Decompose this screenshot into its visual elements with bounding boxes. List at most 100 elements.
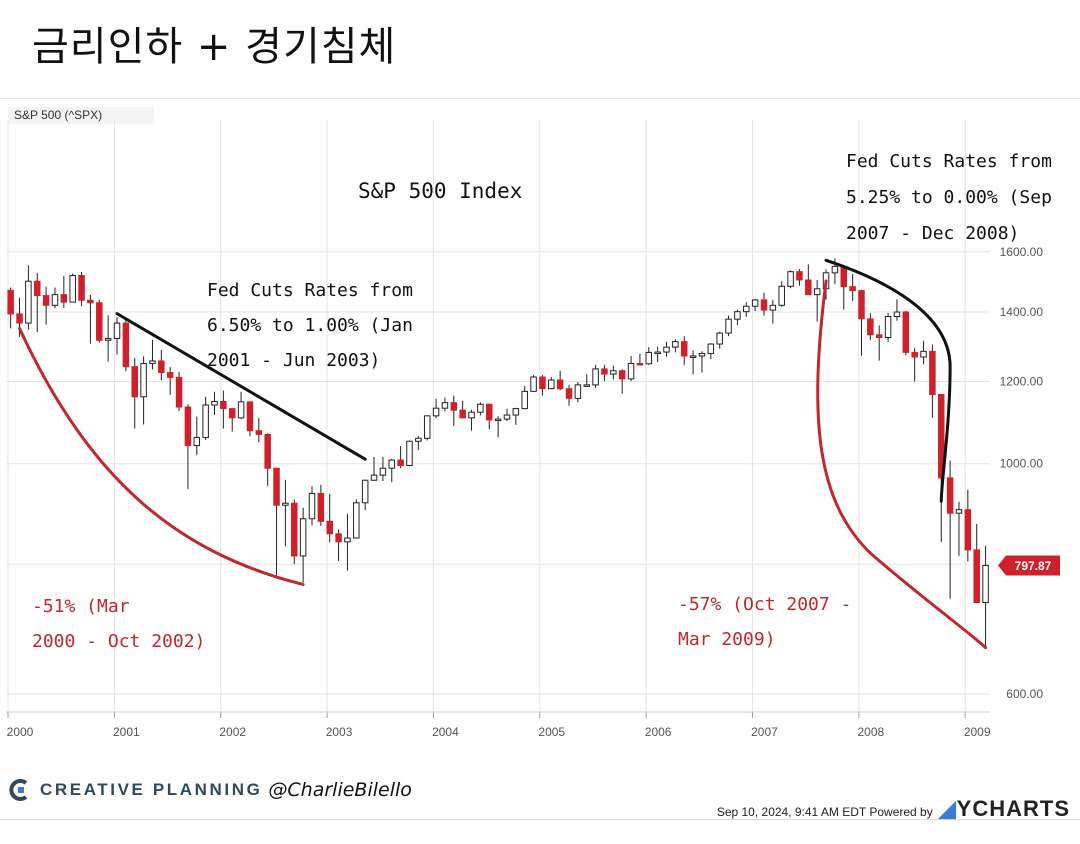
last-price-tag: 797.87 (998, 555, 1060, 576)
candle (734, 309, 741, 326)
x-axis-ticks: 2000 2001 2002 2003 2004 2005 2006 2007 2008 2009 (7, 725, 991, 739)
candle (370, 456, 378, 481)
candle-body (813, 288, 821, 296)
candle-body (317, 493, 325, 522)
candle (450, 395, 458, 427)
candle (654, 346, 661, 363)
candle-body (158, 360, 165, 374)
candle (335, 529, 342, 561)
candle (388, 458, 396, 483)
x-tick-label: 2009 (964, 725, 991, 739)
candle (353, 499, 360, 539)
candle-body (96, 302, 103, 341)
candle-body (273, 467, 280, 506)
candle (884, 312, 892, 342)
candle-body (291, 502, 298, 557)
candle (299, 507, 307, 583)
candle-body (450, 402, 458, 411)
candle (618, 369, 626, 394)
candle (308, 486, 316, 526)
candle (672, 339, 679, 353)
x-tick-label: 2004 (432, 725, 459, 739)
creative-planning-logo-icon (9, 779, 28, 801)
candle-body (7, 289, 14, 315)
candle (760, 292, 768, 316)
candle (175, 371, 183, 411)
candle-body (184, 406, 192, 447)
y-tick-label: 1000.00 (1000, 457, 1044, 471)
candle-body (902, 311, 910, 353)
candle-body (379, 467, 387, 476)
candle-body (149, 360, 156, 364)
candle-body (645, 351, 653, 365)
x-tick-label: 2001 (113, 725, 140, 739)
candle-body (946, 477, 954, 514)
candle (858, 289, 865, 356)
candle (521, 386, 528, 410)
candle (477, 402, 484, 416)
candle (406, 440, 413, 467)
annotation-curves (18, 258, 988, 650)
candle (78, 271, 85, 306)
y-tick-label: 1400.00 (1000, 305, 1044, 319)
candle (503, 408, 511, 422)
page-heading: 금리인하 + 경기침체 (32, 24, 397, 70)
candle-body (583, 384, 590, 387)
candle-body (140, 362, 147, 398)
candle-body (920, 350, 927, 358)
candle (291, 499, 298, 565)
candle-body (627, 362, 635, 380)
candle (113, 317, 121, 355)
candle-body (459, 409, 466, 419)
annotation-fed-cuts-2007: Fed Cuts Rates from (846, 151, 1052, 172)
candle-body (51, 294, 59, 306)
candle-body (973, 549, 980, 604)
candle-body (680, 341, 688, 357)
candle (893, 299, 901, 321)
candle-body (743, 305, 750, 313)
x-tick-label: 2007 (751, 725, 778, 739)
last-price-tag-bg (998, 555, 1060, 576)
candle-body (69, 275, 76, 303)
x-tick-label: 2005 (538, 725, 565, 739)
candle-body (326, 520, 333, 535)
candle (813, 279, 821, 322)
candle (964, 489, 972, 562)
candle-body (556, 379, 564, 390)
candle-body (884, 316, 892, 339)
candle (689, 350, 697, 375)
annotation-fed-cuts-2007: 2007 - Dec 2008) (846, 223, 1019, 244)
candle (122, 319, 130, 372)
candle-body (406, 440, 413, 467)
candle-body (60, 294, 68, 303)
candle-body (592, 368, 599, 386)
ycharts-logo: ◢YCHARTS (939, 796, 1070, 822)
candle (361, 479, 369, 511)
candle (432, 398, 440, 419)
candle-body (432, 407, 440, 417)
candle (778, 281, 785, 307)
candle-body (397, 459, 404, 467)
candle-body (78, 275, 85, 301)
candle (707, 343, 715, 360)
candle-body (654, 351, 661, 355)
candle-body (477, 403, 484, 413)
candle-body (344, 537, 351, 543)
candle (166, 367, 174, 395)
candle (87, 294, 94, 344)
candle (202, 396, 209, 440)
candle-body (521, 390, 528, 410)
chart-title: S&P 500 Index (358, 179, 522, 203)
candle (973, 523, 980, 604)
candle-body (778, 285, 785, 306)
candle (512, 407, 520, 425)
y-tick-label: 600.00 (1006, 687, 1043, 701)
candle-body (193, 436, 201, 447)
candle (326, 493, 333, 543)
candle-body (131, 366, 138, 398)
candle-body (87, 299, 94, 304)
candle (787, 270, 794, 289)
candle-body (104, 338, 112, 341)
candle-body (858, 290, 865, 320)
